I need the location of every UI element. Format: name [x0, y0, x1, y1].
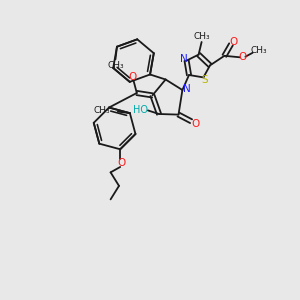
Text: O: O [191, 118, 199, 129]
Text: CH₃: CH₃ [108, 61, 124, 70]
Text: CH₃: CH₃ [93, 106, 110, 115]
Text: N: N [180, 54, 188, 64]
Text: O: O [230, 37, 238, 47]
Text: S: S [202, 75, 208, 85]
Text: O: O [128, 72, 136, 82]
Text: N: N [183, 84, 191, 94]
Text: CH₃: CH₃ [194, 32, 210, 40]
Text: O: O [117, 158, 125, 168]
Text: HO: HO [133, 105, 148, 115]
Text: O: O [238, 52, 247, 62]
Text: CH₃: CH₃ [251, 46, 268, 56]
